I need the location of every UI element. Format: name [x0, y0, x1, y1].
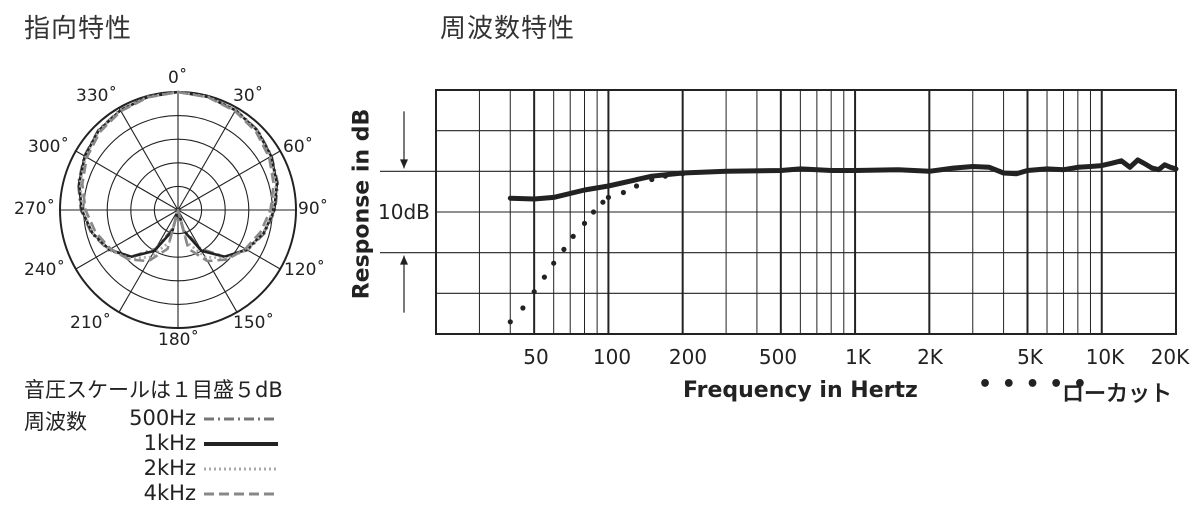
lowcut-point-0	[507, 319, 513, 325]
lowcut-point-12	[633, 183, 640, 189]
polar-spoke-60	[177, 150, 281, 211]
x-tick-10k: 10K	[1085, 345, 1125, 369]
polar-curve-2khz	[78, 90, 278, 260]
legend-label-4khz: 4kHz	[143, 481, 196, 505]
scale-arrow-bottom-head	[400, 255, 408, 265]
legend-heading: 周波数	[24, 410, 87, 434]
polar-spoke-300	[75, 150, 179, 211]
scale-arrow-top-head	[400, 159, 408, 169]
angle-label-30: 30˚	[233, 86, 264, 106]
scale-label-10db: 10dB	[378, 200, 430, 224]
y-axis-label: Response in dB	[349, 108, 375, 300]
legend-label-1khz: 1kHz	[143, 431, 196, 455]
angle-label-270: 270˚	[14, 199, 55, 219]
angle-label-300: 300˚	[28, 137, 69, 157]
lowcut-point-5	[561, 246, 567, 252]
legend-lines	[204, 417, 278, 496]
polar-spoke-30	[177, 107, 238, 211]
lowcut-point-4	[551, 260, 557, 266]
lowcut-point-6	[570, 233, 576, 239]
polar-curves	[76, 90, 280, 263]
polar-spoke-210	[118, 209, 179, 313]
angle-label-60: 60˚	[283, 137, 314, 157]
angle-label-150: 150˚	[233, 313, 274, 333]
lowcut-point-11	[620, 189, 627, 196]
lowcut-marker: • • • • •	[978, 372, 1088, 397]
x-tick-2k: 2K	[917, 345, 943, 369]
polar-spoke-330	[118, 107, 179, 211]
x-tick-500: 500	[758, 345, 798, 369]
frequency-curves	[507, 157, 1179, 325]
lowcut-point-14	[662, 173, 668, 179]
x-tick-200: 200	[668, 345, 708, 369]
x-tick-5k: 5K	[1017, 345, 1043, 369]
legend-label-2khz: 2kHz	[143, 456, 196, 480]
response-curve-main	[507, 157, 1179, 202]
lowcut-point-13	[649, 176, 655, 183]
lowcut-point-9	[600, 199, 606, 205]
x-tick-20k: 20K	[1150, 345, 1190, 369]
angle-label-90: 90˚	[298, 199, 329, 219]
angle-label-120: 120˚	[284, 260, 325, 280]
angle-label-240: 240˚	[24, 260, 65, 280]
lowcut-point-1	[520, 305, 526, 311]
lowcut-label: ローカット	[1062, 382, 1173, 407]
legend-label-500hz: 500Hz	[129, 406, 196, 430]
x-tick-1k: 1K	[845, 345, 871, 369]
x-tick-50: 50	[523, 345, 549, 369]
lowcut-point-10	[605, 194, 612, 200]
angle-label-210: 210˚	[70, 313, 111, 333]
lowcut-point-2	[531, 289, 537, 295]
x-tick-100: 100	[592, 345, 632, 369]
x-axis-label: Frequency in Hertz	[683, 378, 918, 403]
frequency-grid	[435, 89, 1177, 335]
lowcut-point-8	[590, 209, 597, 215]
angle-label-180: 180˚	[158, 330, 199, 350]
scale-note: 音圧スケールは１目盛５dB	[24, 378, 283, 402]
lowcut-point-3	[541, 274, 548, 280]
polar-spoke-120	[177, 209, 281, 270]
scale-arrows	[380, 111, 436, 313]
polar-spoke-240	[75, 209, 179, 270]
angle-label-0: 0˚	[168, 68, 188, 88]
lowcut-point-15	[680, 171, 686, 177]
angle-label-330: 330˚	[76, 86, 117, 106]
polar-title: 指向特性	[24, 14, 133, 44]
lowcut-point-7	[581, 220, 588, 226]
polar-curve-4khz	[81, 90, 276, 263]
response-title: 周波数特性	[440, 14, 576, 44]
